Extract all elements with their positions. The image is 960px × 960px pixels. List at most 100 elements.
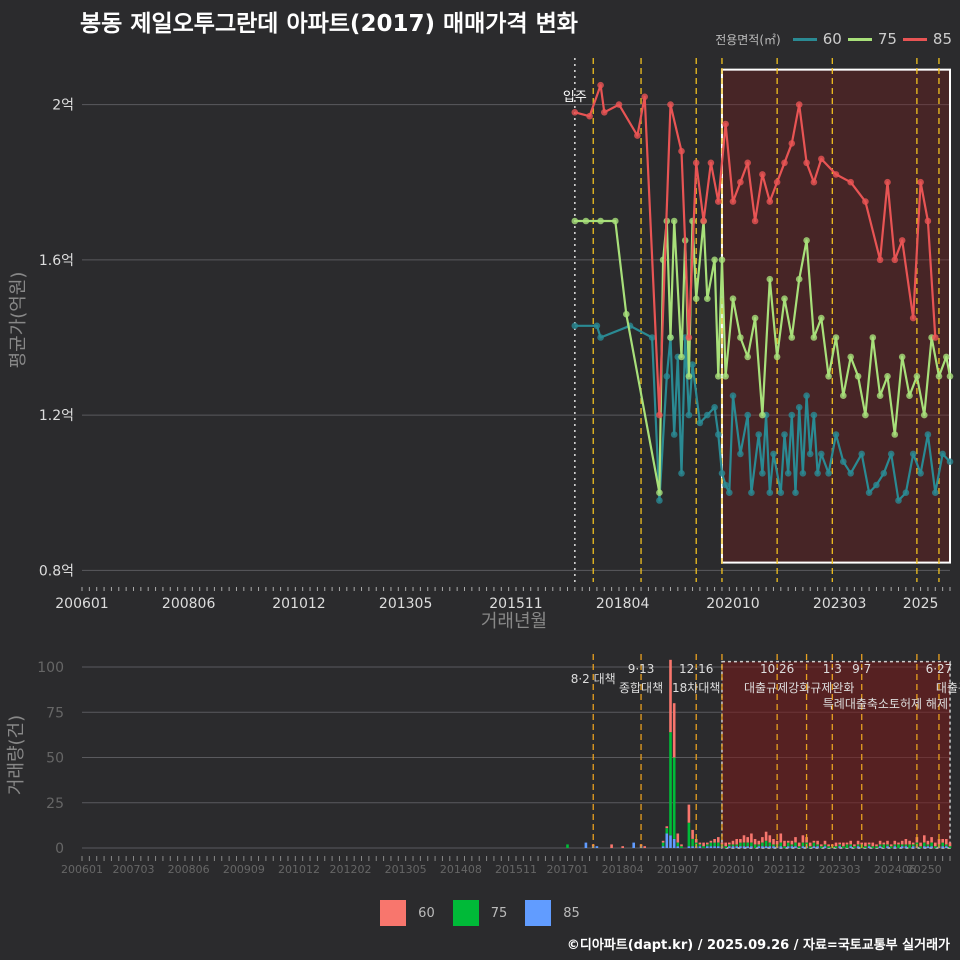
- volume-bar-75: [742, 842, 746, 847]
- price-yaxis-title: 평균가(억원): [8, 272, 29, 369]
- price-xtick-label: 200601: [55, 596, 108, 612]
- series-point-75: [921, 411, 928, 419]
- volume-bar-85: [665, 833, 669, 848]
- series-point-85: [634, 132, 641, 139]
- legend-top: 전용면적(㎡) 60 75 85: [715, 30, 952, 48]
- volume-bar-85: [886, 846, 889, 848]
- series-point-60: [718, 470, 726, 477]
- volume-bar-60: [757, 840, 761, 845]
- series-point-85: [803, 159, 810, 167]
- volume-bar-75: [717, 842, 720, 847]
- policy-label: 대출규제강화: [744, 681, 810, 695]
- volume-bar-60: [764, 831, 768, 841]
- volume-bar-60: [834, 842, 838, 847]
- series-point-85: [678, 147, 685, 155]
- volume-xtick-label: 201511: [495, 863, 537, 876]
- volume-bar-85: [676, 846, 680, 848]
- volume-bar-85: [823, 846, 827, 848]
- volume-bar-60: [937, 839, 941, 845]
- series-point-75: [718, 256, 726, 264]
- volume-bar-60: [816, 840, 819, 845]
- volume-bar-60: [680, 844, 683, 847]
- series-point-75: [737, 334, 744, 341]
- series-point-60: [818, 450, 825, 458]
- legend-top-title: 전용면적(㎡): [715, 32, 781, 47]
- volume-bar-60: [856, 840, 860, 845]
- volume-bar-60: [713, 839, 716, 843]
- volume-bar-60: [864, 842, 867, 847]
- series-point-85: [759, 171, 766, 178]
- volume-bar-85: [856, 846, 860, 848]
- volume-bar-75: [867, 844, 871, 847]
- volume-bar-75: [709, 842, 713, 847]
- volume-bar-60: [860, 842, 863, 845]
- volume-ytick-label: 100: [37, 660, 64, 676]
- series-point-75: [825, 373, 832, 380]
- series-point-75: [913, 373, 921, 380]
- volume-ytick-label: 25: [46, 796, 64, 812]
- volume-bar-60: [797, 842, 801, 847]
- policy-date-label: 1·3: [823, 662, 842, 676]
- volume-bar-75: [897, 844, 900, 848]
- series-point-75: [906, 392, 913, 400]
- volume-bar-60: [827, 844, 830, 847]
- volume-bar-60: [775, 840, 779, 845]
- volume-xtick-label: 200601: [61, 863, 103, 876]
- volume-bar-85: [706, 846, 709, 848]
- volume-bar-60: [742, 835, 746, 843]
- series-point-75: [744, 353, 751, 361]
- volume-bar-75: [849, 844, 852, 847]
- volume-bar-75: [889, 846, 893, 848]
- volume-bar-60: [871, 842, 875, 847]
- volume-bar-60: [783, 840, 786, 847]
- volume-bar-60: [875, 844, 878, 847]
- volume-bar-85: [794, 846, 797, 848]
- series-point-85: [795, 101, 803, 108]
- series-point-60: [902, 489, 910, 497]
- price-ytick-label: 1.2억: [39, 408, 74, 424]
- volume-bar-60: [878, 840, 882, 845]
- volume-bar-60: [643, 846, 646, 848]
- series-point-75: [597, 217, 604, 225]
- series-point-60: [873, 481, 880, 489]
- series-point-60: [784, 470, 792, 477]
- volume-bar-85: [790, 846, 794, 848]
- price-xtick-label: 200806: [162, 596, 216, 612]
- volume-xtick-label: 202303: [819, 863, 861, 876]
- volume-bar-85: [768, 846, 772, 848]
- legend-item-85: 85: [902, 30, 952, 48]
- legend-swatch-60: [792, 37, 817, 41]
- series-point-75: [612, 217, 619, 225]
- volume-bar-75: [772, 844, 775, 847]
- series-point-75: [667, 334, 674, 341]
- chart-title: 봉동 제일오투그란데 아파트(2017) 매매가격 변화: [80, 11, 578, 37]
- series-point-60: [825, 470, 832, 477]
- volume-bar-75: [757, 844, 761, 847]
- volume-bar-75: [790, 844, 794, 847]
- series-point-75: [943, 353, 950, 361]
- volume-bar-60: [698, 842, 702, 845]
- volume-bar-60: [691, 829, 694, 839]
- series-point-85: [924, 217, 932, 225]
- series-point-85: [615, 101, 623, 108]
- volume-bar-60: [845, 842, 849, 845]
- series-point-85: [810, 178, 818, 186]
- series-point-85: [818, 155, 825, 163]
- series-point-60: [777, 489, 785, 497]
- series-point-85: [692, 159, 700, 167]
- volume-bar-75: [750, 842, 753, 847]
- volume-xtick-label: 200703: [112, 863, 154, 876]
- volume-bar-75: [941, 842, 944, 847]
- series-line-85: [574, 84, 937, 417]
- volume-bar-75: [812, 842, 816, 847]
- volume-bar-60: [904, 839, 908, 845]
- volume-bar-60: [739, 839, 742, 843]
- series-point-60: [770, 450, 777, 458]
- series-point-60: [840, 458, 847, 466]
- volume-bar-75: [816, 844, 819, 847]
- volume-bar-60: [808, 842, 812, 847]
- legend-bar-item-75: 75: [452, 900, 507, 926]
- series-point-60: [865, 489, 873, 497]
- series-point-60: [792, 489, 799, 497]
